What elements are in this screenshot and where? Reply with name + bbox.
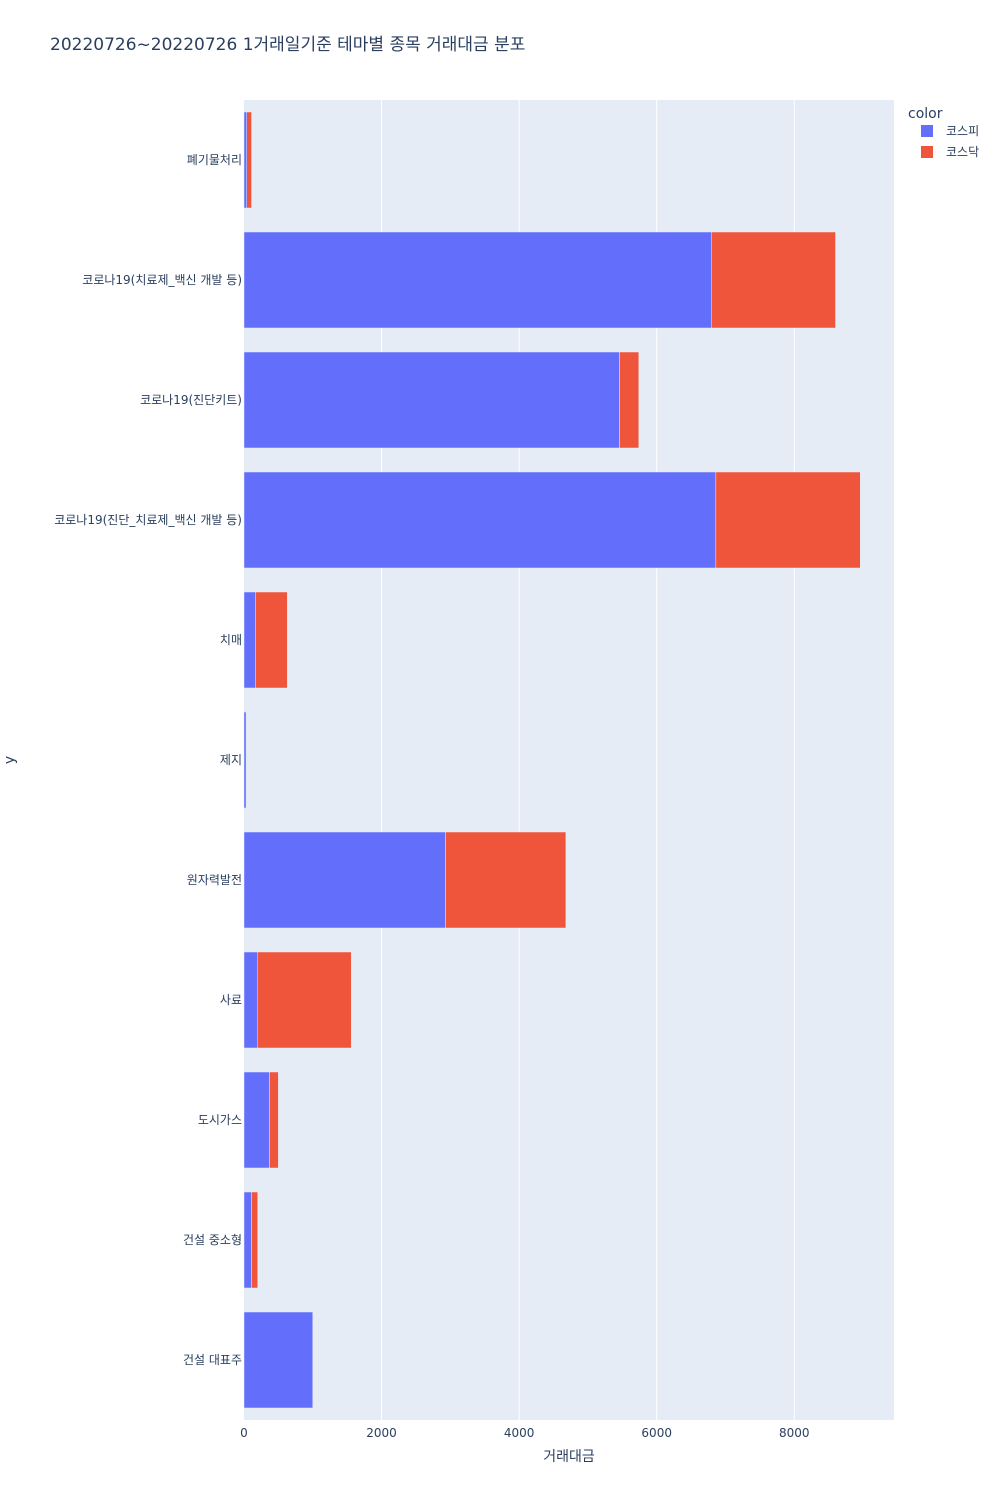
chart-title: 20220726~20220726 1거래일기준 테마별 종목 거래대금 분포	[50, 35, 525, 55]
x-tick-label: 4000	[504, 1426, 535, 1440]
legend-label: 코스닥	[946, 145, 979, 159]
y-tick-label: 코로나19(진단_치료제_백신 개발 등)	[54, 513, 242, 527]
bar-segment	[243, 471, 717, 569]
legend-title: color	[908, 106, 943, 122]
bar-segment	[243, 231, 712, 329]
bar-segment	[243, 951, 259, 1049]
y-tick-label: 제지	[220, 753, 242, 767]
y-tick-label: 건설 대표주	[183, 1353, 242, 1367]
y-axis-title: y	[2, 756, 18, 764]
bar-segment	[243, 1071, 270, 1169]
x-tick-label: 8000	[779, 1426, 810, 1440]
y-tick-label: 코로나19(치료제_백신 개발 등)	[82, 273, 242, 287]
x-axis-title: 거래대금	[543, 1449, 595, 1465]
bar-segment	[711, 231, 836, 329]
bar-segment	[243, 1191, 252, 1289]
bar-segment	[246, 111, 252, 209]
legend-swatch	[921, 125, 933, 137]
x-tick-labels: 0 2000 4000 6000 8000	[240, 1426, 809, 1440]
x-tick-label: 6000	[641, 1426, 672, 1440]
bar-segment	[257, 951, 352, 1049]
bar-segment	[445, 831, 567, 929]
y-tick-label: 사료	[220, 993, 242, 1007]
y-tick-label: 치매	[220, 633, 242, 647]
y-tick-label: 도시가스	[198, 1113, 242, 1127]
bar-segment	[269, 1071, 279, 1169]
y-tick-label: 코로나19(진단키트)	[140, 393, 242, 407]
y-tick-label: 폐기물처리	[187, 153, 242, 167]
x-tick-label: 0	[240, 1426, 248, 1440]
bar-segment	[619, 351, 640, 449]
bar-segment	[243, 351, 620, 449]
x-tick-label: 2000	[366, 1426, 397, 1440]
bar-segment	[243, 711, 247, 809]
legend-label: 코스피	[946, 124, 979, 138]
y-tick-label: 원자력발전	[187, 873, 242, 887]
bar-segment	[243, 111, 248, 209]
bars	[243, 111, 861, 1409]
y-tick-label: 건설 중소형	[183, 1233, 242, 1247]
bar-segment	[243, 831, 446, 929]
bar-segment	[255, 591, 288, 689]
legend-swatch	[921, 146, 933, 158]
bar-segment	[715, 471, 861, 569]
bar-segment	[243, 1311, 314, 1409]
bar-segment	[251, 1191, 259, 1289]
bar-segment	[243, 591, 256, 689]
